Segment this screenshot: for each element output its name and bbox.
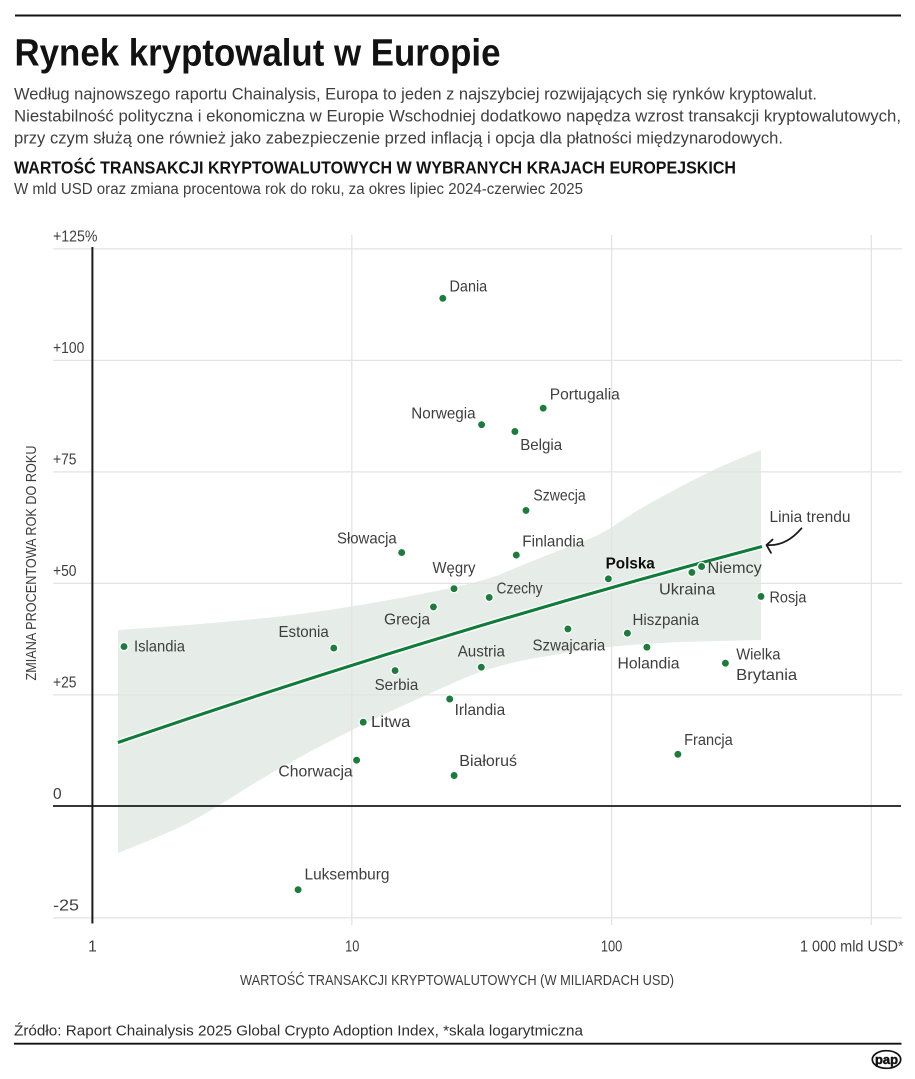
svg-text:Austria: Austria bbox=[458, 643, 505, 660]
svg-text:+100: +100 bbox=[53, 340, 85, 357]
svg-text:Dania: Dania bbox=[450, 278, 488, 295]
svg-text:pap: pap bbox=[875, 1052, 898, 1067]
svg-text:Litwa: Litwa bbox=[371, 714, 410, 731]
svg-text:Według najnowszego raportu Cha: Według najnowszego raportu Chainalysis, … bbox=[14, 84, 817, 103]
svg-text:Linia trendu: Linia trendu bbox=[770, 509, 851, 526]
svg-text:Belgia: Belgia bbox=[520, 437, 562, 454]
svg-text:1 000 mld USD*: 1 000 mld USD* bbox=[800, 939, 904, 956]
svg-text:Luksemburg: Luksemburg bbox=[305, 867, 390, 884]
svg-text:Irlandia: Irlandia bbox=[455, 702, 506, 719]
svg-text:Francja: Francja bbox=[684, 732, 733, 749]
svg-text:Ukraina: Ukraina bbox=[659, 582, 715, 599]
svg-text:10: 10 bbox=[345, 939, 360, 956]
svg-text:Holandia: Holandia bbox=[618, 656, 680, 673]
svg-text:Niemcy: Niemcy bbox=[708, 560, 762, 577]
svg-text:Brytania: Brytania bbox=[736, 667, 797, 684]
svg-text:Grecja: Grecja bbox=[384, 612, 430, 629]
svg-text:Islandia: Islandia bbox=[134, 639, 185, 656]
svg-text:Serbia: Serbia bbox=[375, 677, 419, 694]
svg-text:Rynek kryptowalut w Europie: Rynek kryptowalut w Europie bbox=[15, 32, 501, 74]
svg-text:Białoruś: Białoruś bbox=[459, 753, 517, 770]
svg-text:100: 100 bbox=[601, 939, 623, 956]
svg-text:Czechy: Czechy bbox=[497, 580, 543, 597]
svg-text:Szwajcaria: Szwajcaria bbox=[533, 637, 606, 654]
svg-text:Słowacja: Słowacja bbox=[337, 531, 397, 548]
svg-text:+75: +75 bbox=[53, 451, 77, 468]
svg-text:Portugalia: Portugalia bbox=[550, 386, 620, 403]
svg-text:Norwegia: Norwegia bbox=[411, 406, 475, 423]
svg-text:W mld USD oraz zmiana procento: W mld USD oraz zmiana procentowa rok do … bbox=[14, 181, 583, 198]
svg-text:WARTOŚĆ TRANSAKCJI KRYPTOWALUT: WARTOŚĆ TRANSAKCJI KRYPTOWALUTOWYCH (W M… bbox=[240, 971, 674, 989]
svg-text:przy czym służą one również ja: przy czym służą one również jako zabezpi… bbox=[14, 128, 783, 147]
svg-text:Wielka: Wielka bbox=[736, 647, 780, 664]
svg-text:+50: +50 bbox=[53, 563, 77, 580]
svg-text:+25: +25 bbox=[53, 674, 77, 691]
svg-text:Szwecja: Szwecja bbox=[533, 488, 585, 505]
svg-text:0: 0 bbox=[53, 786, 62, 803]
svg-text:Węgry: Węgry bbox=[433, 560, 476, 577]
svg-text:Estonia: Estonia bbox=[279, 624, 329, 641]
svg-text:Polska: Polska bbox=[606, 556, 655, 573]
svg-text:Chorwacja: Chorwacja bbox=[278, 763, 352, 780]
svg-text:Źródło: Raport Chainalysis 202: Źródło: Raport Chainalysis 2025 Global C… bbox=[14, 1023, 584, 1040]
svg-text:1: 1 bbox=[88, 939, 97, 956]
svg-text:WARTOŚĆ TRANSAKCJI KRYPTOWALUT: WARTOŚĆ TRANSAKCJI KRYPTOWALUTOWYCH W WY… bbox=[14, 156, 736, 177]
svg-text:+125%: +125% bbox=[53, 228, 98, 245]
svg-text:-25: -25 bbox=[53, 897, 79, 914]
svg-text:Niestabilność polityczna i eko: Niestabilność polityczna i ekonomiczna w… bbox=[14, 106, 901, 125]
svg-text:ZMIANA PROCENTOWA ROK DO ROKU: ZMIANA PROCENTOWA ROK DO ROKU bbox=[23, 446, 40, 681]
svg-text:Rosja: Rosja bbox=[770, 589, 807, 606]
svg-text:Hiszpania: Hiszpania bbox=[633, 612, 700, 629]
svg-text:Finlandia: Finlandia bbox=[522, 534, 584, 551]
